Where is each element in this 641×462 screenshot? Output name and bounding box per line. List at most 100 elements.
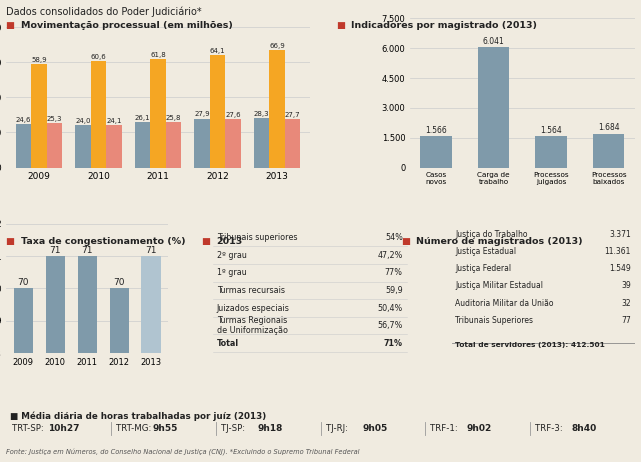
Text: 8h40: 8h40 bbox=[572, 424, 597, 433]
Bar bbox=[135, 122, 151, 168]
Bar bbox=[31, 64, 47, 168]
Bar bbox=[13, 288, 33, 462]
Text: Movimentação processual (em milhões): Movimentação processual (em milhões) bbox=[21, 21, 233, 30]
Text: ■: ■ bbox=[337, 21, 349, 30]
Text: 77: 77 bbox=[621, 316, 631, 325]
Text: Justiça Federal: Justiça Federal bbox=[455, 264, 512, 273]
Text: TRF-3:: TRF-3: bbox=[535, 424, 565, 433]
Text: 64,1: 64,1 bbox=[210, 48, 226, 54]
Text: Turmas recursais: Turmas recursais bbox=[217, 286, 285, 295]
Text: Tribunais Superiores: Tribunais Superiores bbox=[455, 316, 533, 325]
Text: Taxa de congestionamento (%): Taxa de congestionamento (%) bbox=[21, 237, 185, 246]
Text: 6.041: 6.041 bbox=[483, 37, 504, 46]
Text: 71: 71 bbox=[146, 246, 157, 255]
Text: Número de magistrados (2013): Número de magistrados (2013) bbox=[416, 237, 583, 246]
Bar bbox=[16, 124, 31, 168]
Text: Turmas Regionais
de Uniformização: Turmas Regionais de Uniformização bbox=[217, 316, 288, 335]
Text: Dados consolidados do Poder Judiciário*: Dados consolidados do Poder Judiciário* bbox=[6, 7, 202, 18]
Bar bbox=[166, 122, 181, 168]
Text: Juizados especiais: Juizados especiais bbox=[217, 304, 290, 312]
Text: TRT-MG:: TRT-MG: bbox=[117, 424, 154, 433]
Text: ■ Média diária de horas trabalhadas por juíz (2013): ■ Média diária de horas trabalhadas por … bbox=[10, 412, 266, 421]
Bar bbox=[142, 256, 161, 462]
Text: 9h55: 9h55 bbox=[153, 424, 178, 433]
Text: 27,7: 27,7 bbox=[285, 112, 301, 118]
Text: Justiça do Trabalho: Justiça do Trabalho bbox=[455, 230, 528, 238]
Text: 39: 39 bbox=[621, 281, 631, 291]
Bar bbox=[269, 50, 285, 168]
Bar bbox=[210, 55, 226, 168]
Bar bbox=[106, 125, 122, 168]
Text: 2013: 2013 bbox=[216, 237, 242, 246]
Text: 1º grau: 1º grau bbox=[217, 268, 246, 277]
Text: 2º grau: 2º grau bbox=[217, 251, 247, 260]
Text: TJ-RJ:: TJ-RJ: bbox=[326, 424, 351, 433]
Bar bbox=[226, 119, 241, 168]
Text: 47,2%: 47,2% bbox=[378, 251, 403, 260]
Text: 71: 71 bbox=[81, 246, 93, 255]
Text: ■: ■ bbox=[402, 237, 414, 246]
Bar bbox=[78, 256, 97, 462]
Text: 60,6: 60,6 bbox=[91, 54, 106, 60]
Text: 70: 70 bbox=[17, 278, 29, 287]
Text: 25,3: 25,3 bbox=[47, 116, 62, 122]
Text: Justiça Estadual: Justiça Estadual bbox=[455, 247, 516, 256]
Text: 59,9: 59,9 bbox=[385, 286, 403, 295]
Text: 11.361: 11.361 bbox=[604, 247, 631, 256]
Text: 50,4%: 50,4% bbox=[378, 304, 403, 312]
Text: Auditoria Militar da União: Auditoria Militar da União bbox=[455, 298, 554, 308]
Bar bbox=[285, 119, 301, 168]
Bar bbox=[76, 126, 91, 168]
Text: Tribunais superiores: Tribunais superiores bbox=[217, 233, 297, 242]
Text: Total: Total bbox=[217, 339, 239, 348]
Text: 77%: 77% bbox=[385, 268, 403, 277]
Text: 9h02: 9h02 bbox=[467, 424, 492, 433]
Text: TRF-1:: TRF-1: bbox=[431, 424, 461, 433]
Text: 24,6: 24,6 bbox=[16, 117, 31, 123]
Text: 24,0: 24,0 bbox=[76, 118, 91, 124]
Bar bbox=[91, 61, 106, 168]
Text: ■: ■ bbox=[6, 21, 19, 30]
Text: TRT-SP:: TRT-SP: bbox=[12, 424, 46, 433]
Text: 26,1: 26,1 bbox=[135, 115, 151, 121]
Text: 24,1: 24,1 bbox=[106, 118, 122, 124]
Text: 1.566: 1.566 bbox=[426, 126, 447, 135]
Text: Justiça Militar Estadual: Justiça Militar Estadual bbox=[455, 281, 543, 291]
Text: 58,9: 58,9 bbox=[31, 57, 47, 63]
Text: 66,9: 66,9 bbox=[269, 43, 285, 49]
Text: 1.564: 1.564 bbox=[540, 126, 562, 135]
Text: 27,9: 27,9 bbox=[194, 111, 210, 117]
Text: TJ-SP:: TJ-SP: bbox=[221, 424, 248, 433]
Text: ■: ■ bbox=[202, 237, 214, 246]
Text: 27,6: 27,6 bbox=[226, 112, 241, 118]
Bar bbox=[46, 256, 65, 462]
Text: 32: 32 bbox=[621, 298, 631, 308]
Text: 71: 71 bbox=[49, 246, 61, 255]
Text: Indicadores por magistrado (2013): Indicadores por magistrado (2013) bbox=[351, 21, 537, 30]
Bar bbox=[151, 59, 166, 168]
Bar bbox=[194, 119, 210, 168]
Bar bbox=[535, 136, 567, 168]
Text: 10h27: 10h27 bbox=[48, 424, 79, 433]
Text: 25,8: 25,8 bbox=[166, 115, 181, 121]
Bar bbox=[478, 48, 510, 168]
Text: 61,8: 61,8 bbox=[150, 52, 166, 58]
Bar bbox=[593, 134, 624, 168]
Text: 56,7%: 56,7% bbox=[378, 321, 403, 330]
Bar bbox=[110, 288, 129, 462]
Text: 28,3: 28,3 bbox=[254, 111, 270, 117]
Text: ■: ■ bbox=[6, 237, 19, 246]
Text: 1.684: 1.684 bbox=[598, 123, 619, 133]
Text: 9h18: 9h18 bbox=[258, 424, 283, 433]
Bar bbox=[254, 118, 269, 168]
Text: Total de servidores (2013): 412.501: Total de servidores (2013): 412.501 bbox=[455, 342, 605, 348]
Text: 9h05: 9h05 bbox=[362, 424, 387, 433]
Text: 3.371: 3.371 bbox=[609, 230, 631, 238]
Text: 71%: 71% bbox=[384, 339, 403, 348]
Text: 1.549: 1.549 bbox=[609, 264, 631, 273]
Bar bbox=[47, 123, 62, 168]
Text: Fonte: Justiça em Números, do Conselho Nacional de Justiça (CNJ). *Excluindo o S: Fonte: Justiça em Números, do Conselho N… bbox=[6, 450, 360, 456]
Text: 70: 70 bbox=[113, 278, 125, 287]
Bar bbox=[420, 136, 452, 168]
Text: 54%: 54% bbox=[385, 233, 403, 242]
